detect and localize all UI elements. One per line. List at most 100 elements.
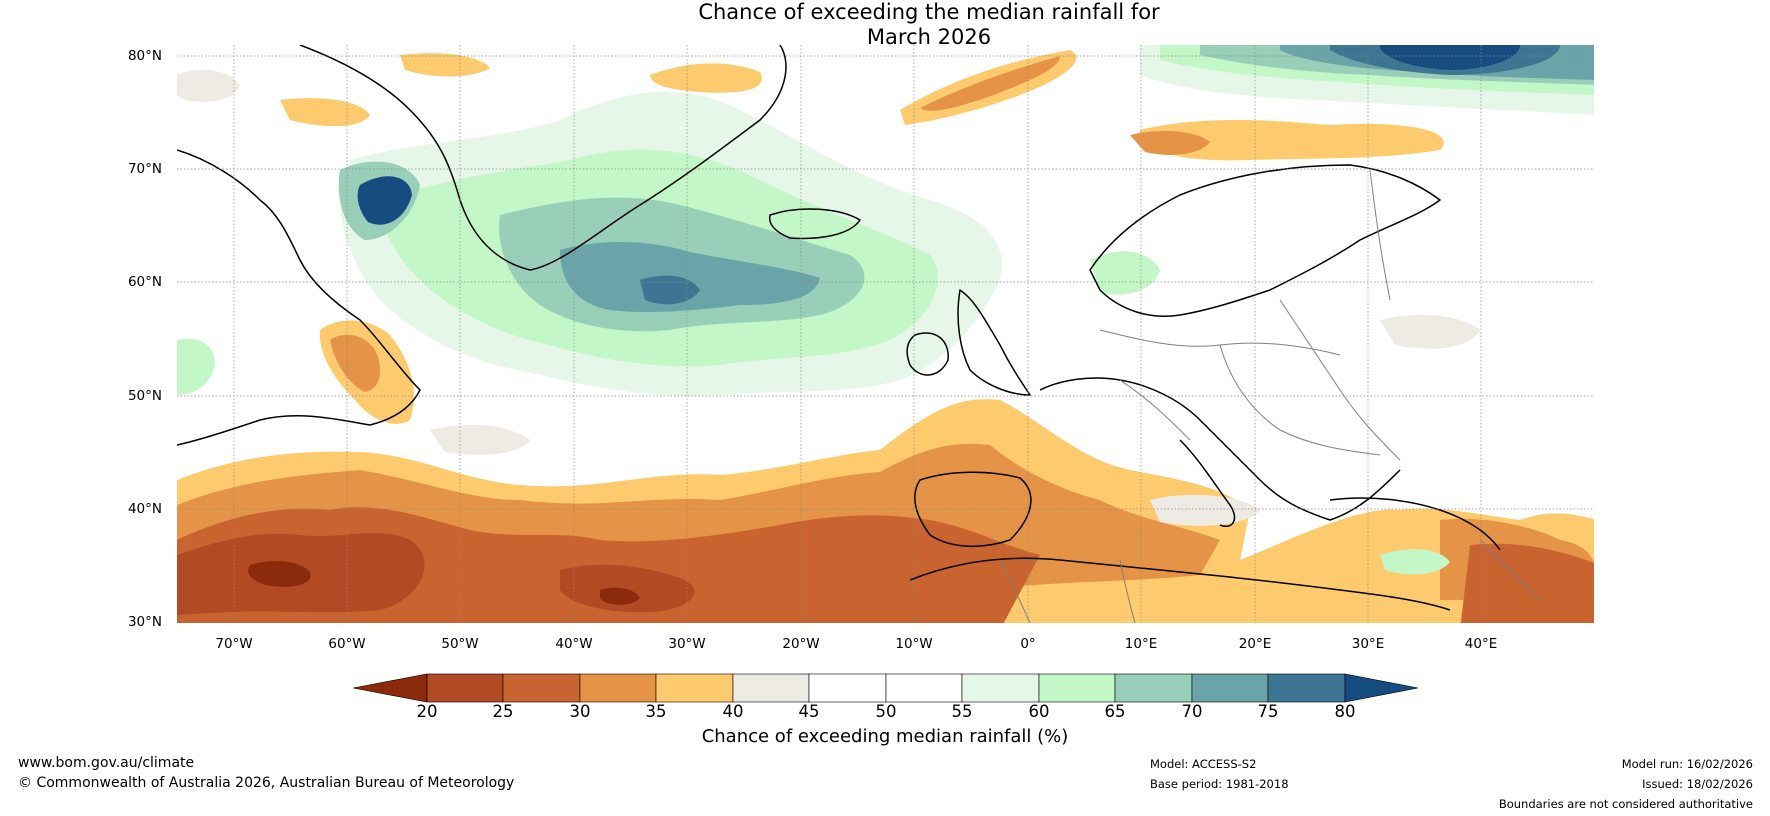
- lon-label-30e: 30°E: [1351, 636, 1385, 652]
- lat-label-40n: 40°N: [127, 501, 162, 517]
- region-35-40-arctic-5: [400, 53, 490, 77]
- tick-label-20: 20: [416, 702, 438, 721]
- region-25-30-southeast: [1460, 543, 1594, 623]
- region-below-20-a: [248, 560, 311, 587]
- region-30-35-arctic-2: [1130, 130, 1210, 155]
- region-40-45-west: [177, 69, 240, 102]
- scandinavia-coast: [1089, 164, 1441, 317]
- issued-text: Issued: 18/02/2026: [1642, 777, 1753, 791]
- region-above-80-baffin: [357, 176, 412, 225]
- colorbar-40-45: [732, 673, 810, 703]
- region-60-65-scandinavia: [1090, 251, 1160, 295]
- lat-label-70n: 70°N: [127, 161, 162, 177]
- colorbar-20-25: [426, 673, 504, 703]
- lon-label-60w: 60°W: [328, 636, 366, 652]
- website-link[interactable]: www.bom.gov.au/climate: [18, 755, 195, 771]
- tick-label-75: 75: [1257, 702, 1279, 721]
- british-isles-coast: [957, 289, 1031, 396]
- colorbar-50-55: [885, 673, 963, 703]
- greenland-coast: [299, 45, 787, 271]
- tick-label-45: 45: [798, 702, 820, 721]
- lon-label-0: 0°: [1020, 636, 1036, 652]
- region-30-35-labrador: [330, 334, 381, 392]
- base-period-text: Base period: 1981-2018: [1150, 777, 1289, 791]
- border-3: [1219, 344, 1381, 456]
- lon-label-10e: 10°E: [1124, 636, 1158, 652]
- italy-coast: [1179, 439, 1236, 527]
- border-5: [1369, 169, 1391, 301]
- tick-label-80: 80: [1334, 702, 1356, 721]
- border-6: [999, 559, 1031, 623]
- tick-label-35: 35: [645, 702, 667, 721]
- colorbar-45-50: [808, 673, 887, 703]
- tick-label-40: 40: [722, 702, 744, 721]
- coastlines: [177, 45, 1501, 611]
- lat-label-80n: 80°N: [127, 48, 162, 64]
- north-africa-coast: [909, 557, 1451, 611]
- tick-label-55: 55: [951, 702, 973, 721]
- tick-label-50: 50: [875, 702, 897, 721]
- region-30-35-arctic-1: [920, 56, 1060, 111]
- colorbar-25-30: [502, 673, 581, 703]
- title-line-1: Chance of exceeding the median rainfall …: [698, 0, 1160, 24]
- tick-label-25: 25: [492, 702, 514, 721]
- colorbar-75-80: [1267, 673, 1346, 703]
- region-40-45-black-sea: [1150, 494, 1260, 526]
- iceland-coast: [768, 208, 861, 240]
- lat-label-50n: 50°N: [127, 388, 162, 404]
- map-title: Chance of exceeding the median rainfall …: [0, 0, 1770, 50]
- lon-label-70w: 70°W: [215, 636, 253, 652]
- colorbar-60-65: [1038, 673, 1116, 703]
- turkey-coast: [1329, 497, 1501, 551]
- political-borders: [999, 169, 1541, 623]
- tick-label-60: 60: [1028, 702, 1050, 721]
- lon-label-40w: 40°W: [555, 636, 593, 652]
- lon-label-20w: 20°W: [782, 636, 820, 652]
- tick-label-70: 70: [1181, 702, 1203, 721]
- colorbar-30-35: [579, 673, 657, 703]
- iberia-coast: [914, 471, 1032, 548]
- lon-label-40e: 40°E: [1464, 636, 1498, 652]
- region-40-45-europe: [1380, 314, 1480, 349]
- region-35-40-arctic-4: [280, 98, 370, 127]
- region-above-80-arctic: [1380, 45, 1520, 70]
- border-7: [1119, 559, 1136, 623]
- colorbar-below-20: [352, 673, 428, 703]
- tick-label-65: 65: [1104, 702, 1126, 721]
- region-70-75-band: [560, 241, 820, 313]
- border-2: [1119, 379, 1191, 441]
- region-below-20-b: [600, 587, 640, 605]
- model-run-text: Model run: 16/02/2026: [1621, 757, 1753, 771]
- ireland-coast: [906, 332, 949, 376]
- colorbar-65-70: [1114, 673, 1193, 703]
- rainfall-map: [177, 45, 1594, 623]
- region-60-65-med: [1380, 549, 1450, 575]
- region-20-25-mid: [560, 564, 695, 613]
- canada-coast: [177, 149, 421, 446]
- border-8: [1479, 539, 1541, 601]
- lon-label-50w: 50°W: [441, 636, 479, 652]
- colorbar-title: Chance of exceeding median rainfall (%): [701, 726, 1069, 747]
- border-4: [1279, 299, 1401, 461]
- lat-label-60n: 60°N: [127, 274, 162, 290]
- region-75-80-band: [640, 275, 700, 305]
- colorbar: [352, 673, 1419, 703]
- rainfall-probability-field: [177, 45, 1594, 623]
- region-60-65-westcoast: [177, 338, 215, 395]
- disclaimer-text: Boundaries are not considered authoritat…: [1498, 797, 1753, 811]
- region-40-45-mid-atlantic: [430, 424, 530, 455]
- lat-label-30n: 30°N: [127, 614, 162, 630]
- europe-coast: [1039, 377, 1401, 521]
- copyright-text: © Commonwealth of Australia 2026, Austra…: [18, 775, 515, 791]
- colorbar-55-60: [961, 673, 1040, 703]
- colorbar-above-80: [1344, 673, 1419, 703]
- lon-label-30w: 30°W: [668, 636, 706, 652]
- lon-label-10w: 10°W: [895, 636, 933, 652]
- region-35-40-arctic-3: [650, 63, 762, 93]
- tick-label-30: 30: [569, 702, 591, 721]
- graticule: [177, 45, 1594, 623]
- lon-label-20e: 20°E: [1238, 636, 1272, 652]
- model-text: Model: ACCESS-S2: [1150, 757, 1257, 771]
- colorbar-35-40: [655, 673, 734, 703]
- colorbar-70-75: [1191, 673, 1269, 703]
